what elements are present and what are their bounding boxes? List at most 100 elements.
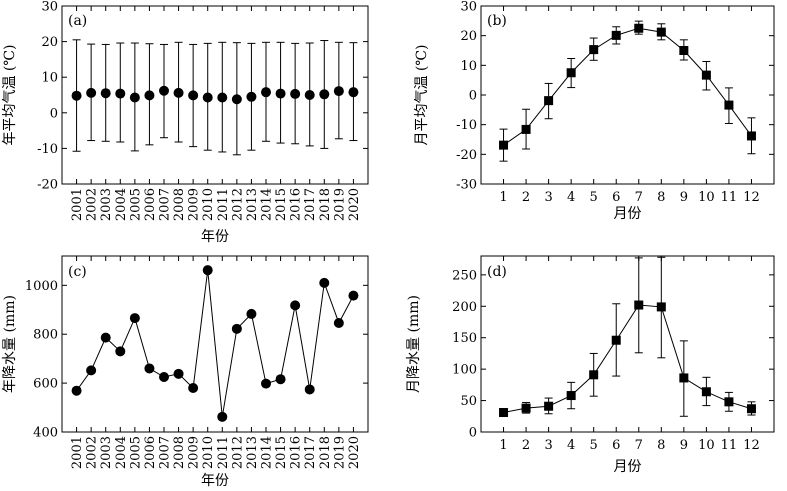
y-tick-label: 200 xyxy=(452,300,477,315)
data-point xyxy=(159,85,169,96)
x-tick-label: 8 xyxy=(657,438,665,453)
x-axis-label: 年份 xyxy=(201,473,229,489)
x-tick-label: 2005 xyxy=(128,436,143,469)
x-tick-label: 4 xyxy=(567,190,575,205)
plot-frame xyxy=(480,255,775,433)
data-point xyxy=(290,300,301,311)
series-line xyxy=(503,27,752,146)
data-point xyxy=(115,88,126,99)
data-point xyxy=(724,397,734,407)
data-point xyxy=(173,87,184,98)
y-tick-label: 50 xyxy=(460,394,477,409)
data-point xyxy=(231,94,242,105)
data-point xyxy=(261,87,271,98)
data-point xyxy=(71,90,82,101)
data-point xyxy=(202,265,213,276)
x-tick-label: 2009 xyxy=(187,188,202,221)
data-point xyxy=(566,68,576,78)
x-tick-label: 12 xyxy=(743,438,760,453)
data-point xyxy=(656,302,666,312)
y-tick-label: 20 xyxy=(41,35,58,50)
data-point xyxy=(746,131,756,141)
data-point xyxy=(173,368,184,379)
data-point xyxy=(319,277,330,288)
data-point xyxy=(589,45,599,55)
data-point xyxy=(290,88,301,99)
series-line xyxy=(503,304,752,414)
x-tick-label: 2003 xyxy=(99,436,114,469)
x-tick-label: 2003 xyxy=(99,188,114,221)
data-point xyxy=(656,27,666,37)
data-point xyxy=(544,96,554,106)
x-tick-label: 2020 xyxy=(347,188,362,221)
y-axis-label: 月降水量 (mm) xyxy=(406,295,422,393)
data-point xyxy=(129,92,140,103)
y-tick-label: 0 xyxy=(50,106,58,121)
y-tick-label: 100 xyxy=(452,363,477,378)
data-point xyxy=(86,365,97,376)
x-tick-label: 2011 xyxy=(216,436,231,469)
x-tick-label: 2010 xyxy=(201,436,216,469)
x-tick-label: 11 xyxy=(721,438,738,453)
data-point xyxy=(115,346,126,357)
y-tick-label: 600 xyxy=(33,377,58,392)
x-tick-label: 2020 xyxy=(347,436,362,469)
data-point xyxy=(701,387,711,397)
plot-frame xyxy=(61,5,369,185)
data-point xyxy=(159,372,169,382)
data-point xyxy=(304,90,315,100)
x-tick-label: 2015 xyxy=(274,436,289,469)
x-tick-label: 2012 xyxy=(230,436,245,469)
y-tick-label: 30 xyxy=(460,0,477,15)
y-tick-label: 10 xyxy=(41,71,58,86)
x-tick-label: 2010 xyxy=(201,188,216,221)
data-point xyxy=(566,391,576,401)
data-point xyxy=(544,401,554,411)
x-tick-label: 6 xyxy=(612,190,620,205)
data-point xyxy=(701,70,711,80)
x-tick-label: 8 xyxy=(657,190,665,205)
x-axis-label: 月份 xyxy=(614,206,642,222)
plot-frame xyxy=(61,255,369,433)
y-tick-label: 250 xyxy=(452,268,477,283)
y-tick-label: -20 xyxy=(456,148,477,163)
data-point xyxy=(217,92,228,103)
x-tick-label: 7 xyxy=(635,438,643,453)
x-tick-label: 2011 xyxy=(216,188,231,221)
x-tick-label: 2008 xyxy=(172,436,187,469)
panel-label: (a) xyxy=(68,13,87,29)
x-tick-label: 3 xyxy=(544,438,552,453)
data-point xyxy=(100,88,111,99)
x-tick-label: 4 xyxy=(567,438,575,453)
x-tick-label: 2014 xyxy=(260,436,275,469)
data-point xyxy=(611,30,621,40)
data-point xyxy=(246,308,257,319)
data-point xyxy=(71,385,82,396)
y-tick-label: 800 xyxy=(33,328,58,343)
data-point xyxy=(129,313,140,324)
data-point xyxy=(231,323,242,334)
data-point xyxy=(333,317,344,328)
data-point xyxy=(634,300,644,310)
data-point xyxy=(724,100,734,110)
panel-label: (c) xyxy=(68,264,87,280)
y-axis-label: 月平均气温 (℃) xyxy=(414,44,430,145)
x-tick-label: 2006 xyxy=(143,436,158,469)
y-tick-label: 30 xyxy=(41,0,58,15)
data-point xyxy=(319,89,330,100)
data-point xyxy=(304,384,315,395)
x-tick-label: 2004 xyxy=(114,436,129,469)
y-tick-label: -30 xyxy=(456,178,477,193)
data-point xyxy=(202,92,213,103)
y-tick-label: 150 xyxy=(452,331,477,346)
y-tick-label: -20 xyxy=(37,178,58,193)
data-point xyxy=(100,332,111,343)
y-tick-label: 0 xyxy=(469,89,477,104)
x-tick-label: 2017 xyxy=(303,436,318,469)
x-tick-label: 2002 xyxy=(85,436,100,469)
data-point xyxy=(611,335,621,345)
